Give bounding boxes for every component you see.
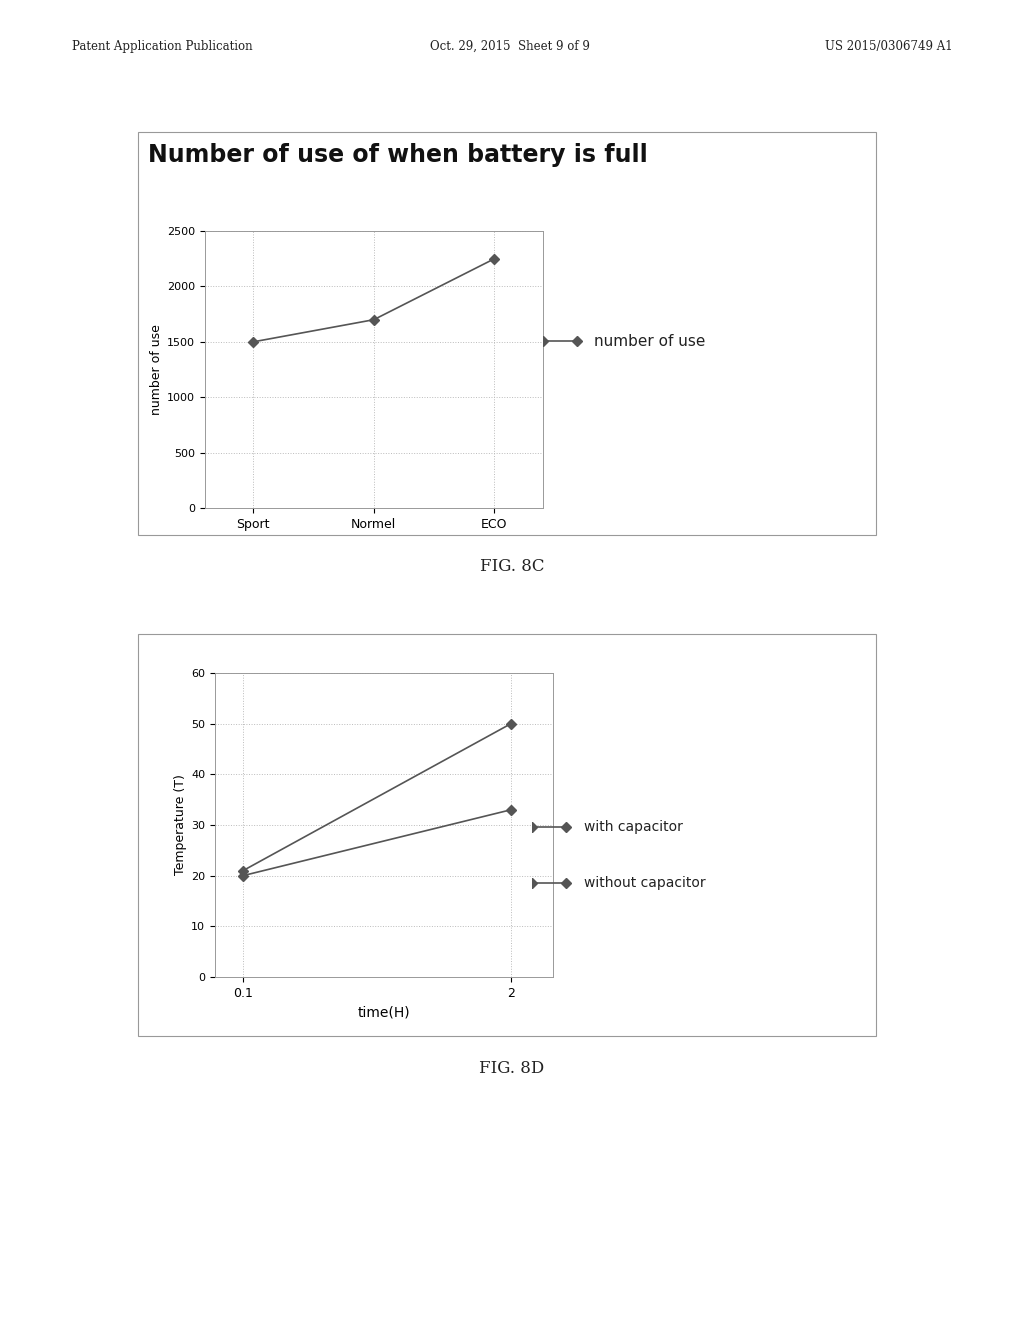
- Y-axis label: Temperature (T): Temperature (T): [174, 775, 187, 875]
- Text: with capacitor: with capacitor: [584, 820, 683, 834]
- Text: Number of use of when battery is full: Number of use of when battery is full: [148, 143, 648, 166]
- Text: without capacitor: without capacitor: [584, 876, 706, 890]
- X-axis label: time(H): time(H): [357, 1005, 411, 1019]
- Y-axis label: number of use: number of use: [150, 325, 163, 414]
- Text: Patent Application Publication: Patent Application Publication: [72, 40, 252, 53]
- Text: Oct. 29, 2015  Sheet 9 of 9: Oct. 29, 2015 Sheet 9 of 9: [430, 40, 590, 53]
- Text: FIG. 8C: FIG. 8C: [480, 558, 544, 576]
- Text: US 2015/0306749 A1: US 2015/0306749 A1: [824, 40, 952, 53]
- Text: FIG. 8D: FIG. 8D: [479, 1060, 545, 1077]
- Text: number of use: number of use: [594, 334, 706, 348]
